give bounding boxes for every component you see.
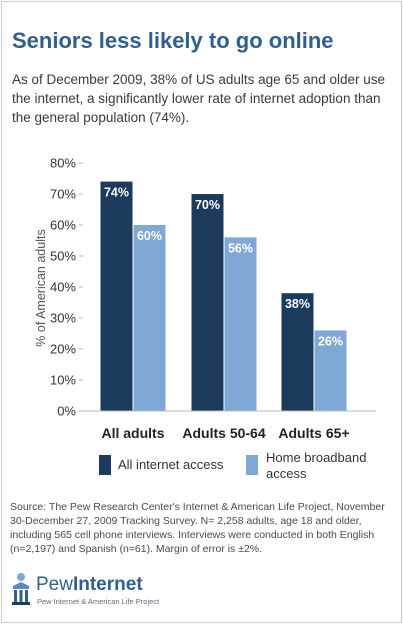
pew-logo-icon <box>12 573 30 605</box>
source-note: Source: The Pew Research Center's Intern… <box>10 501 385 555</box>
bar-chart: % of American adults 0% 10% 20% 30% 40% 50% 60… <box>34 156 376 481</box>
bar-broadband <box>314 330 347 411</box>
legend-swatch-broadband <box>246 455 258 475</box>
bar-broadband <box>133 225 166 411</box>
chart-title: Seniors less likely to go online <box>12 28 334 53</box>
x-tick-label: Adults 65+ <box>278 425 349 441</box>
bars: 74% 70% 38% 60% 56% 26% <box>100 181 347 411</box>
x-axis: All adults Adults 50-64 Adults 65+ <box>101 425 349 441</box>
chart-subtitle: As of December 2009, 38% of US adults ag… <box>12 72 385 125</box>
y-tick-label: 60% <box>50 218 76 233</box>
logo-word-internet: Internet <box>72 574 143 595</box>
y-tick-label: 0% <box>57 404 76 419</box>
x-tick-label: All adults <box>101 425 164 441</box>
bar-value-label: 60% <box>137 229 162 243</box>
y-tick-label: 10% <box>50 373 76 388</box>
y-tick-label: 80% <box>50 156 76 171</box>
legend-label-internet: All internet access <box>118 457 224 472</box>
y-tick-label: 20% <box>50 342 76 357</box>
bar-internet <box>191 194 224 411</box>
pew-internet-logo: PewInternet Pew Internet & American Life… <box>10 572 210 612</box>
x-tick-label: Adults 50-64 <box>182 425 265 441</box>
y-axis: 0% 10% 20% 30% 40% 50% 60% 70% 80% <box>50 156 83 419</box>
y-tick-label: 70% <box>50 187 76 202</box>
bar-value-label: 70% <box>195 198 220 212</box>
y-tick-label: 40% <box>50 280 76 295</box>
bar-value-label: 38% <box>285 297 310 311</box>
legend-label-broadband-line1: Home broadband <box>266 450 366 465</box>
logo-subtitle: Pew Internet & American Life Project <box>37 597 160 606</box>
bar-internet <box>100 181 133 411</box>
y-axis-label: % of American adults <box>34 229 48 346</box>
bar-value-label: 74% <box>104 186 129 200</box>
y-tick-label: 50% <box>50 249 76 264</box>
legend-label-broadband-line2: access <box>266 466 307 481</box>
logo-wordmark: PewInternet <box>36 574 143 596</box>
bar-internet <box>281 293 314 411</box>
bar-broadband <box>224 237 257 411</box>
y-tick-label: 30% <box>50 311 76 326</box>
bar-value-label: 56% <box>228 241 253 255</box>
legend-swatch-internet <box>99 455 111 475</box>
bar-value-label: 26% <box>318 334 343 348</box>
logo-word-pew: Pew <box>36 574 73 595</box>
